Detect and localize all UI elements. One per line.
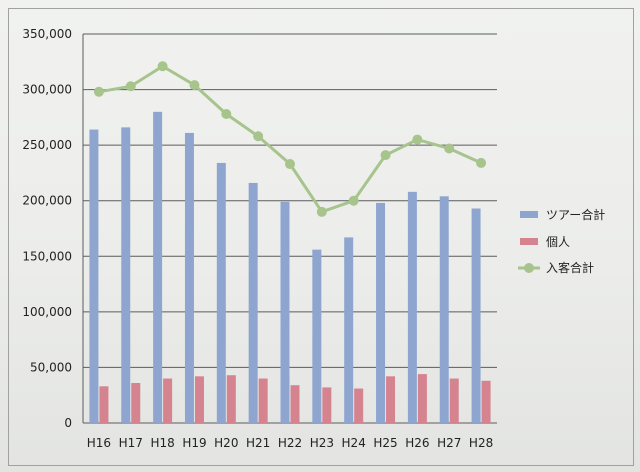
bar-tour-total [439, 196, 449, 423]
bar-individual [386, 376, 396, 423]
x-tick-label: H17 [119, 436, 143, 450]
line-point [125, 81, 136, 92]
bar-tour-total [153, 111, 163, 424]
y-tick-label: 0 [64, 416, 72, 430]
x-tick-label: H27 [437, 436, 461, 450]
line-point [444, 143, 455, 154]
y-tick-label: 250,000 [22, 138, 72, 152]
y-tick-label: 50,000 [30, 360, 72, 374]
line-point [348, 195, 359, 206]
x-tick-label: H23 [310, 436, 334, 450]
legend-swatch [520, 238, 538, 245]
bar-tour-total [407, 191, 417, 423]
bar-tour-total [121, 127, 131, 424]
line-point [93, 86, 104, 97]
line-point [412, 134, 423, 145]
x-tick-label: H22 [278, 436, 302, 450]
bar-individual [322, 387, 332, 423]
chart-frame [8, 8, 634, 466]
bar-individual [258, 378, 268, 423]
bar-tour-total [344, 237, 354, 423]
line-point [476, 157, 487, 168]
x-tick-label: H16 [87, 436, 111, 450]
gridlines [83, 33, 497, 424]
x-tick-label: H24 [342, 436, 366, 450]
x-tick-label: H19 [182, 436, 206, 450]
bar-individual [354, 388, 364, 423]
bar-tour-total [376, 202, 386, 423]
legend-swatch-marker [524, 263, 534, 273]
y-tick-label: 300,000 [22, 83, 72, 97]
x-tick-label: H20 [214, 436, 238, 450]
x-tick-label: H28 [469, 436, 493, 450]
line-point [221, 109, 232, 120]
bar-tour-total [184, 132, 194, 423]
y-tick-label: 350,000 [22, 27, 72, 41]
bar-tour-total [280, 201, 290, 423]
bar-tour-total [312, 249, 322, 423]
bar-individual [417, 374, 427, 423]
legend-swatch [520, 211, 538, 218]
x-tick-label: H21 [246, 436, 270, 450]
bar-individual [226, 375, 236, 423]
bar-tour-total [89, 129, 99, 423]
bar-individual [194, 376, 204, 423]
bar-individual [290, 385, 300, 423]
line-point [285, 159, 295, 170]
x-tick-label: H26 [405, 436, 429, 450]
line-point [189, 80, 200, 91]
line-point [380, 150, 391, 161]
y-axis: 0 50,000 100,000 150,000 200,000 250,000 300,0… [22, 27, 84, 430]
bars [89, 111, 491, 424]
y-tick-label: 200,000 [22, 194, 72, 208]
bar-individual [481, 380, 491, 423]
legend-label: ツアー合計 [546, 207, 605, 222]
bar-individual [99, 386, 109, 423]
x-tick-label: H18 [150, 436, 174, 450]
bar-individual [449, 378, 459, 423]
legend-label: 個人 [546, 235, 570, 249]
y-tick-label: 100,000 [22, 305, 72, 319]
bar-tour-total [248, 182, 258, 423]
legend-label: 入客合計 [546, 260, 594, 275]
bar-tour-total [471, 208, 481, 423]
x-axis: H16 H17 H18 H19 H20 H21 H22 H23 H24 H25 H26 H27 H28 [87, 436, 493, 450]
x-tick-label: H25 [373, 436, 397, 450]
bar-individual [131, 382, 141, 423]
line-point [316, 206, 327, 217]
y-tick-label: 150,000 [22, 249, 72, 263]
bar-individual [163, 378, 173, 423]
bar-tour-total [216, 162, 226, 423]
line-point [253, 131, 264, 142]
line-series [93, 61, 487, 217]
line-point [157, 61, 168, 72]
